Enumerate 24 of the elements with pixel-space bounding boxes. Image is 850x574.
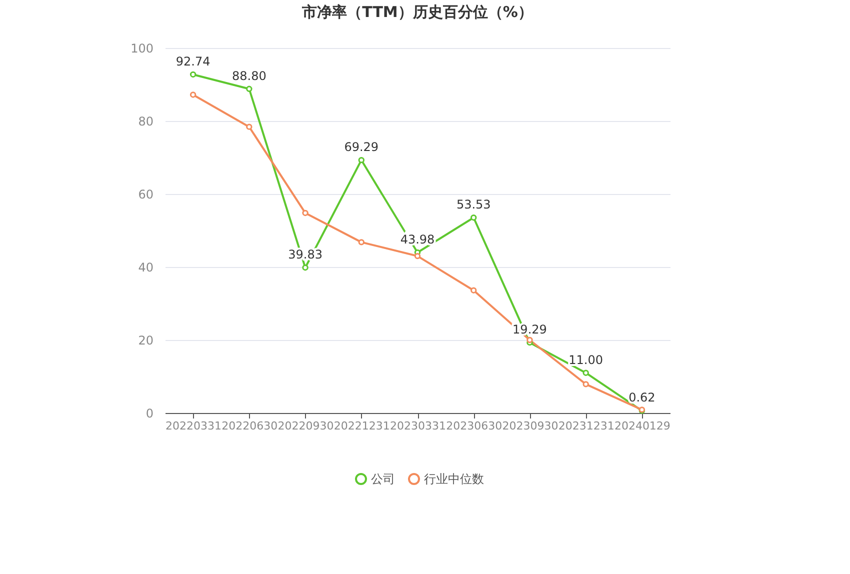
x-tick-label: 20220331 [166,420,222,432]
x-tick-label: 20230930 [502,420,558,432]
chart-title: 市净率（TTM）历史百分位（%） [301,3,533,21]
y-tick-label: 40 [138,260,154,274]
data-label: 53.53 [456,198,491,212]
data-label: 88.80 [232,68,266,83]
x-tick-label: 20230331 [390,420,446,432]
data-label: 92.74 [176,54,210,68]
y-tick-label: 60 [138,188,154,202]
x-tick-label: 20231231 [558,420,614,432]
legend-label: 行业中位数 [424,472,484,486]
y-tick-label: 20 [138,334,154,348]
x-tick-label: 20220630 [222,420,278,432]
x-tick-label: 20221231 [334,420,390,432]
y-tick-label: 80 [138,114,154,128]
y-tick-label: 0 [146,406,154,420]
x-tick-label: 20240129 [614,420,670,432]
data-label: 0.62 [628,390,656,405]
legend-label: 公司 [371,472,395,486]
data-label: 11.00 [568,352,604,367]
x-tick-label: 20230630 [446,420,502,432]
data-label: 69.29 [344,140,379,154]
y-tick-label: 100 [130,42,154,56]
x-tick-label: 20220930 [278,420,334,432]
